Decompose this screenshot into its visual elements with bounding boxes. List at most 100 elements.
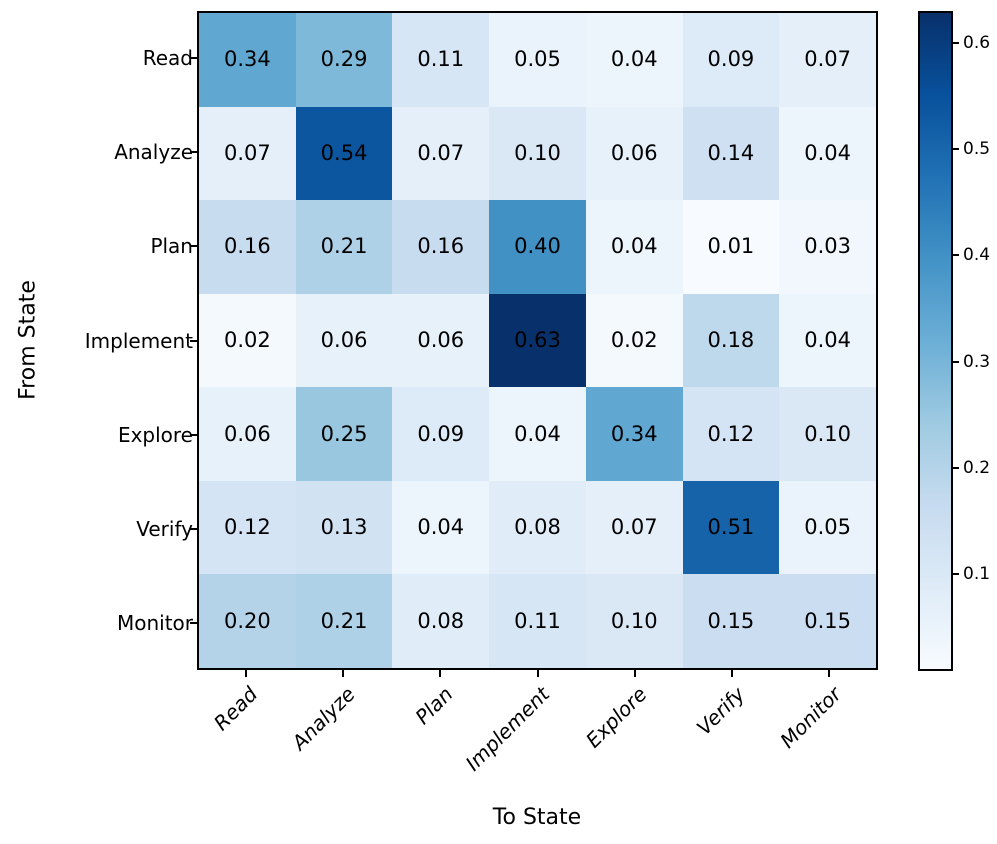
cell-value: 0.14 — [707, 140, 755, 165]
cell-value: 0.05 — [804, 515, 852, 540]
x-tick-label: Plan — [410, 682, 458, 730]
heatmap-cell: 0.25 — [295, 387, 393, 481]
cell-value: 0.04 — [610, 47, 658, 72]
cell-value: 0.40 — [514, 234, 561, 259]
cell-value: 0.05 — [514, 47, 561, 72]
heatmap-cell: 0.01 — [682, 200, 780, 294]
heatmap-cell: 0.02 — [199, 293, 296, 388]
heatmap-cell: 0.10 — [779, 387, 876, 481]
heatmap-cell: 0.10 — [489, 106, 586, 201]
cell-value: 0.02 — [610, 327, 658, 352]
y-tick-mark — [190, 151, 197, 154]
heatmap-cell: 0.07 — [779, 13, 876, 107]
heatmap-cell: 0.04 — [779, 106, 876, 201]
y-tick-mark — [190, 527, 197, 530]
heatmap-cell: 0.07 — [199, 106, 296, 201]
colorbar-tick-mark — [953, 467, 959, 470]
x-tick-label: Monitor — [775, 682, 847, 753]
heatmap-cell: 0.40 — [489, 200, 586, 294]
y-tick-mark — [190, 245, 197, 248]
cell-value: 0.06 — [223, 421, 271, 446]
cell-value: 0.11 — [514, 608, 561, 633]
heatmap-cell: 0.16 — [392, 200, 490, 294]
cell-value: 0.10 — [804, 421, 852, 446]
y-tick-label: Plan — [150, 234, 193, 259]
cell-value: 0.07 — [610, 515, 658, 540]
heatmap-cell: 0.15 — [682, 574, 780, 668]
heatmap-cell: 0.04 — [585, 13, 683, 107]
cell-value: 0.08 — [417, 608, 465, 633]
cell-value: 0.04 — [514, 421, 561, 446]
cell-value: 0.15 — [804, 608, 852, 633]
cell-value: 0.18 — [707, 327, 755, 352]
colorbar-tick-mark — [953, 360, 959, 363]
heatmap-cell: 0.06 — [585, 106, 683, 201]
cell-value: 0.08 — [514, 515, 561, 540]
cell-value: 0.07 — [804, 47, 852, 72]
y-axis-label: From State — [15, 280, 41, 400]
cell-value: 0.01 — [707, 234, 755, 259]
heatmap-grid: 0.34 0.29 0.11 0.05 0.04 0.09 0.07 0.07 0.54 0.07… — [197, 11, 878, 670]
heatmap-cell: 0.21 — [295, 574, 393, 668]
heatmap-cell: 0.34 — [585, 387, 683, 481]
heatmap-cell: 0.08 — [392, 574, 490, 668]
heatmap-cell: 0.06 — [295, 293, 393, 388]
y-tick-label: Read — [142, 46, 193, 71]
cell-value: 0.20 — [223, 608, 271, 633]
cell-value: 0.21 — [320, 608, 368, 633]
cell-value: 0.10 — [610, 608, 658, 633]
colorbar-tick-label: 0.5 — [963, 139, 991, 160]
heatmap-cell: 0.04 — [392, 480, 490, 575]
heatmap-cell: 0.20 — [199, 574, 296, 668]
cell-value: 0.06 — [610, 140, 658, 165]
colorbar-tick-mark — [953, 148, 959, 151]
colorbar-tick-label: 0.2 — [963, 458, 991, 479]
x-tick-mark — [731, 670, 734, 677]
y-tick-mark — [190, 57, 197, 60]
x-tick-mark — [536, 670, 539, 677]
heatmap-cell: 0.29 — [295, 13, 393, 107]
cell-value: 0.54 — [320, 140, 368, 165]
y-tick-label: Explore — [117, 422, 193, 447]
x-tick-label: Analyze — [287, 682, 360, 755]
cell-value: 0.16 — [417, 234, 465, 259]
y-tick-label: Analyze — [114, 140, 193, 165]
cell-value: 0.03 — [804, 234, 852, 259]
x-tick-label: Implement — [460, 682, 555, 776]
y-tick-label: Verify — [136, 516, 193, 541]
heatmap-cell: 0.04 — [489, 387, 586, 481]
heatmap-cell: 0.11 — [392, 13, 490, 107]
heatmap-cell: 0.07 — [392, 106, 490, 201]
x-tick-mark — [341, 670, 344, 677]
heatmap-cell: 0.06 — [392, 293, 490, 388]
heatmap-cell: 0.09 — [682, 13, 780, 107]
cell-value: 0.16 — [223, 234, 271, 259]
x-tick-mark — [633, 670, 636, 677]
heatmap-cell: 0.11 — [489, 574, 586, 668]
cell-value: 0.11 — [417, 47, 465, 72]
heatmap-cell: 0.16 — [199, 200, 296, 294]
heatmap-cell: 0.21 — [295, 200, 393, 294]
heatmap-cell: 0.12 — [682, 387, 780, 481]
y-tick-label: Monitor — [116, 610, 193, 635]
cell-value: 0.07 — [417, 140, 465, 165]
cell-value: 0.12 — [707, 421, 755, 446]
x-tick-mark — [244, 670, 247, 677]
heatmap-cell: 0.04 — [585, 200, 683, 294]
x-tick-label: Verify — [691, 682, 750, 740]
colorbar-tick-label: 0.1 — [963, 564, 991, 585]
cell-value: 0.06 — [417, 327, 465, 352]
x-tick-label: Read — [209, 682, 263, 736]
y-tick-mark — [190, 433, 197, 436]
colorbar-tick-label: 0.4 — [963, 245, 991, 266]
heatmap-cell: 0.12 — [199, 480, 296, 575]
heatmap-cell: 0.07 — [585, 480, 683, 575]
colorbar — [918, 11, 953, 671]
cell-value: 0.04 — [804, 140, 852, 165]
cell-value: 0.63 — [514, 327, 561, 352]
heatmap-cell: 0.54 — [295, 106, 393, 201]
cell-value: 0.09 — [417, 421, 465, 446]
cell-value: 0.13 — [320, 515, 368, 540]
cell-value: 0.06 — [320, 327, 368, 352]
